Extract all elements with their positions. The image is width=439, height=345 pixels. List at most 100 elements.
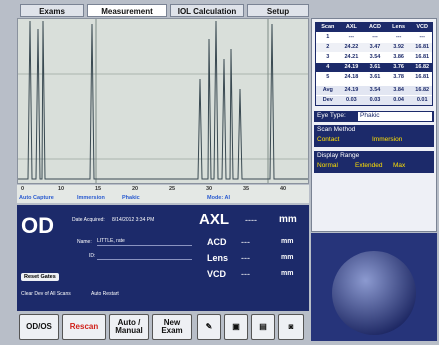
cell: ACD (369, 24, 381, 30)
print-icon[interactable]: ▤ (251, 314, 275, 340)
radio-option[interactable]: Normal (317, 162, 338, 169)
measure-unit: mm (279, 214, 297, 225)
axis-label: 15 (95, 186, 102, 192)
date: 8/14/2012 3:34 PM (112, 217, 155, 223)
group-title: Display Range (317, 152, 360, 159)
radio-option[interactable]: Max (393, 162, 406, 169)
status-text: Phakic (122, 195, 140, 201)
cell: 24.21 (344, 54, 359, 60)
cell: 24.19 (344, 87, 359, 93)
measure-value: --- (241, 269, 250, 279)
name-label: Name: (77, 239, 92, 245)
date-label: Date Acquired: (72, 217, 105, 223)
cell: 3.86 (393, 54, 404, 60)
cell: 16.81 (415, 44, 430, 50)
cell: 2 (326, 44, 330, 50)
cell: 24.19 (344, 64, 359, 70)
waveform (18, 19, 308, 183)
cell: 3.76 (393, 64, 404, 70)
cell: 0.03 (369, 97, 381, 103)
measure-value: --- (241, 253, 250, 263)
table-row: 3 24.21 3.54 3.86 16.81 (316, 53, 432, 62)
cell: Dev (322, 97, 333, 103)
radio-option[interactable]: Contact (317, 136, 340, 143)
cell: --- (348, 34, 355, 40)
info-panel: OD Date Acquired: 8/14/2012 3:34 PM Name… (17, 205, 309, 311)
measure-value: --- (241, 237, 250, 247)
tab[interactable]: Exams (20, 4, 84, 17)
tab[interactable]: Setup (247, 4, 309, 17)
cell: 24.18 (344, 74, 359, 80)
waveform-panel (17, 18, 309, 184)
tab[interactable]: IOL Calculation (170, 4, 244, 17)
axis-label: 0 (21, 186, 25, 192)
measure-value: ---- (245, 215, 257, 225)
edit-icon[interactable]: ✎ (197, 314, 221, 340)
cell: --- (372, 34, 378, 40)
auto-restart-checkbox[interactable]: Auto Restart (91, 291, 119, 297)
cell: 3.47 (369, 44, 381, 50)
cell: 0.03 (346, 97, 357, 103)
summary-row: Dev 0.03 0.03 0.04 0.01 (316, 96, 432, 105)
cell: 1 (326, 34, 330, 40)
cell: 3.84 (393, 87, 404, 93)
tab[interactable]: Measurement (87, 4, 167, 17)
button[interactable]: Auto / Manual (109, 314, 149, 340)
cell: VCD (416, 24, 428, 30)
eye-type-row: Eye Type: Phakic (314, 111, 434, 122)
name: LITTLE, rate (97, 236, 192, 246)
radio-option[interactable]: Extended (355, 162, 383, 169)
measure-label: AXL (199, 211, 229, 228)
axis-label: 25 (169, 186, 176, 192)
table-row: 1 --- --- --- --- (316, 33, 432, 42)
cell: 16.81 (415, 74, 430, 80)
cell: 16.82 (415, 87, 430, 93)
eye-type-label: Eye Type: (317, 112, 346, 119)
cell: 0.04 (393, 97, 404, 103)
cell: 3.61 (369, 74, 381, 80)
measure-unit: mm (281, 254, 294, 261)
eye-sphere (332, 251, 416, 335)
axis-label: 40 (280, 186, 287, 192)
measure-label: VCD (207, 269, 227, 279)
id-label: ID: (89, 253, 96, 259)
reset-gates-button[interactable]: Reset Gates (21, 273, 59, 281)
table-header: Scan AXL ACD Lens VCD (316, 23, 432, 32)
table-row: 5 24.18 3.61 3.78 16.81 (316, 73, 432, 82)
cell: --- (419, 34, 425, 40)
table-row: 4 24.19 3.61 3.76 16.82 (316, 63, 432, 72)
cell: Scan (321, 24, 335, 30)
id-field (97, 259, 192, 260)
x-axis: 0 10 15 20 25 30 35 40 (17, 185, 309, 194)
status-text: Mode: AI (207, 195, 231, 201)
button[interactable]: OD/OS (19, 314, 59, 340)
measure-label: ACD (207, 237, 227, 247)
camera-icon[interactable]: ◙ (278, 314, 304, 340)
clear-dev-checkbox[interactable]: Clear Dev of All Scans (21, 291, 71, 297)
cell: 3.54 (369, 87, 381, 93)
table-row: 2 24.22 3.47 3.92 16.81 (316, 43, 432, 52)
cell: --- (395, 34, 402, 40)
axis-label: 10 (58, 186, 65, 192)
cell: 4 (326, 64, 330, 70)
eye-type-select[interactable]: Phakic (358, 112, 432, 121)
measure-unit: mm (281, 238, 294, 245)
eye-view (311, 233, 437, 341)
cell: Lens (392, 24, 406, 30)
cell: 3.61 (369, 64, 381, 70)
cell: 3 (326, 54, 330, 60)
measure-unit: mm (281, 270, 294, 277)
save-icon[interactable]: ▣ (224, 314, 248, 340)
measure-label: Lens (207, 253, 229, 263)
radio-option[interactable]: Immersion (372, 136, 403, 143)
scan-method: Scan Method Contact Immersion (314, 125, 434, 147)
button[interactable]: New Exam (152, 314, 192, 340)
cell: 16.82 (415, 64, 430, 70)
cell: 5 (326, 74, 330, 80)
group-title: Scan Method (317, 126, 356, 133)
button[interactable]: Rescan (62, 314, 106, 340)
measurements: AXL ---- mm ACD --- mm Lens --- mm VCD --- mm (197, 205, 309, 311)
axis-label: 35 (243, 186, 250, 192)
status-bar: Auto Capture Immersion Phakic Mode: AI (17, 194, 309, 203)
